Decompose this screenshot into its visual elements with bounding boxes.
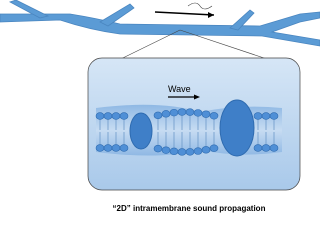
lipid <box>185 148 195 156</box>
lipid <box>209 112 219 120</box>
figure: Wave “2D” intramembrane sound propagatio… <box>0 0 320 213</box>
wave-label: Wave <box>168 84 191 94</box>
lipid <box>261 112 271 120</box>
lipid <box>269 144 279 152</box>
lipid <box>177 148 187 156</box>
lipid <box>169 108 179 117</box>
lipid <box>177 108 187 116</box>
lipid <box>111 144 121 152</box>
caption: “2D” intramembrane sound propagation <box>113 204 266 213</box>
lipid <box>169 147 179 156</box>
lipid <box>153 144 163 153</box>
lipid <box>119 144 129 152</box>
wave-arrow-head <box>194 94 200 100</box>
lipid <box>253 144 263 152</box>
lipid <box>269 112 279 120</box>
lipid <box>209 144 219 152</box>
lipid <box>103 144 113 152</box>
squiggle <box>187 2 213 10</box>
lipid <box>201 146 211 154</box>
neuron <box>0 0 320 47</box>
protein <box>129 112 153 150</box>
lipid <box>185 108 195 116</box>
lipid <box>111 112 121 120</box>
lipid <box>261 144 271 152</box>
lipid <box>201 110 211 118</box>
arrow-head <box>208 12 214 18</box>
lipid <box>161 146 171 154</box>
lipid <box>95 112 105 120</box>
lipid <box>253 112 263 120</box>
protein <box>219 99 255 157</box>
lipid <box>161 110 171 118</box>
lipid <box>153 111 163 120</box>
lipid <box>193 147 203 155</box>
lipid <box>119 112 129 120</box>
direction-arrow <box>154 11 215 16</box>
lipids <box>95 108 279 156</box>
lipid <box>103 112 113 120</box>
lipid <box>193 109 203 117</box>
lipid <box>95 144 105 152</box>
